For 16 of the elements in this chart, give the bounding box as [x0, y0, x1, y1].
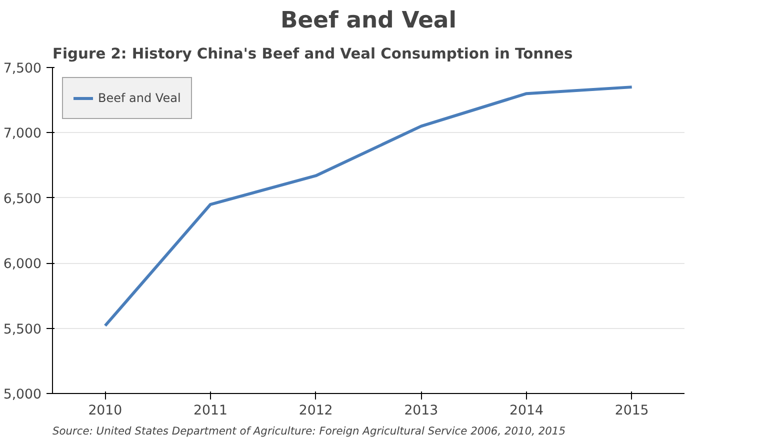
legend-label: Beef and Veal — [98, 91, 181, 105]
x-tick-label: 2012 — [298, 404, 333, 418]
y-tick-label: 6,000 — [3, 257, 42, 272]
x-tick-label: 2010 — [88, 404, 122, 418]
x-tick-label: 2013 — [404, 404, 438, 418]
x-tick-label: 2014 — [510, 404, 544, 418]
y-tick-label: 7,500 — [3, 62, 42, 76]
caption: Figure 2: History China's Beef and Veal Consumption in Tonnes — [52, 46, 573, 62]
y-tick-label: 6,500 — [3, 192, 42, 207]
chart-title: Beef and Veal — [280, 8, 456, 34]
y-tick-label: 5,500 — [3, 322, 42, 338]
x-tick-label: 2015 — [614, 404, 649, 418]
x-tick-label: 2011 — [194, 404, 228, 418]
y-tick-label: 7,000 — [3, 126, 42, 142]
source-note: Source: United States Department of Agriculture: Foreign Agricultural Service 2006, 2010, 2015 — [52, 424, 566, 438]
y-tick-label: 5,000 — [3, 388, 42, 402]
